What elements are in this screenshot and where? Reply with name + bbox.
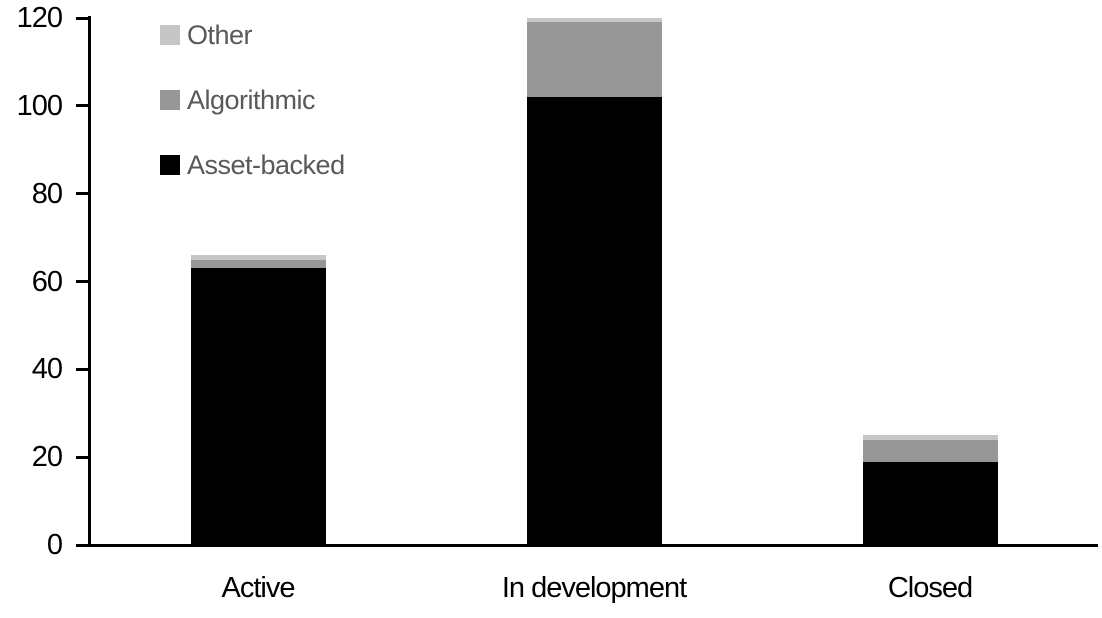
y-tick-label-20: 20 [31, 441, 63, 474]
bar-active [190, 255, 326, 545]
y-tick-label-120: 120 [16, 2, 63, 34]
legend-item-other: Other [160, 20, 253, 50]
bar-segment-closed-algorithmic [862, 439, 998, 462]
y-tick-label-40: 40 [31, 353, 63, 386]
bar-segment-in-development-asset-backed [526, 97, 662, 545]
y-axis-line [88, 16, 91, 546]
y-tick-label-100: 100 [16, 89, 63, 122]
y-tick-40 [76, 367, 90, 371]
y-tick-60 [76, 280, 90, 283]
bar-segment-active-asset-backed [190, 268, 326, 545]
bar-segment-closed-other [862, 435, 998, 440]
y-tick-label-80: 80 [31, 177, 63, 210]
y-tick-100 [76, 104, 90, 108]
bar-segment-active-other [190, 255, 326, 260]
legend-label-asset-backed: Asset-backed [187, 150, 345, 180]
legend-item-algorithmic: Algorithmic [160, 85, 316, 115]
legend-swatch-other [160, 25, 180, 45]
bar-segment-active-algorithmic [190, 259, 326, 269]
y-tick-80 [76, 192, 90, 196]
bar-segment-in-development-algorithmic [526, 22, 662, 98]
bar-closed [862, 435, 998, 545]
x-label-active: Active [221, 572, 296, 604]
x-label-in-development: In development [501, 572, 687, 604]
legend: Other Algorithmic Asset-backed [160, 0, 460, 200]
legend-swatch-algorithmic [160, 90, 180, 110]
y-tick-120 [76, 16, 90, 20]
y-tick-label-0: 0 [46, 529, 63, 561]
legend-label-other: Other [187, 20, 253, 50]
bar-in-development [526, 18, 662, 545]
bar-segment-in-development-other [526, 18, 662, 23]
x-label-closed: Closed [887, 572, 973, 604]
legend-label-algorithmic: Algorithmic [187, 85, 316, 115]
y-tick-20 [76, 455, 90, 459]
x-axis-line [76, 543, 1098, 547]
y-tick-label-60: 60 [31, 265, 63, 298]
legend-item-asset-backed: Asset-backed [160, 151, 345, 179]
bar-segment-closed-asset-backed [862, 461, 998, 545]
legend-swatch-asset-backed [160, 155, 180, 175]
